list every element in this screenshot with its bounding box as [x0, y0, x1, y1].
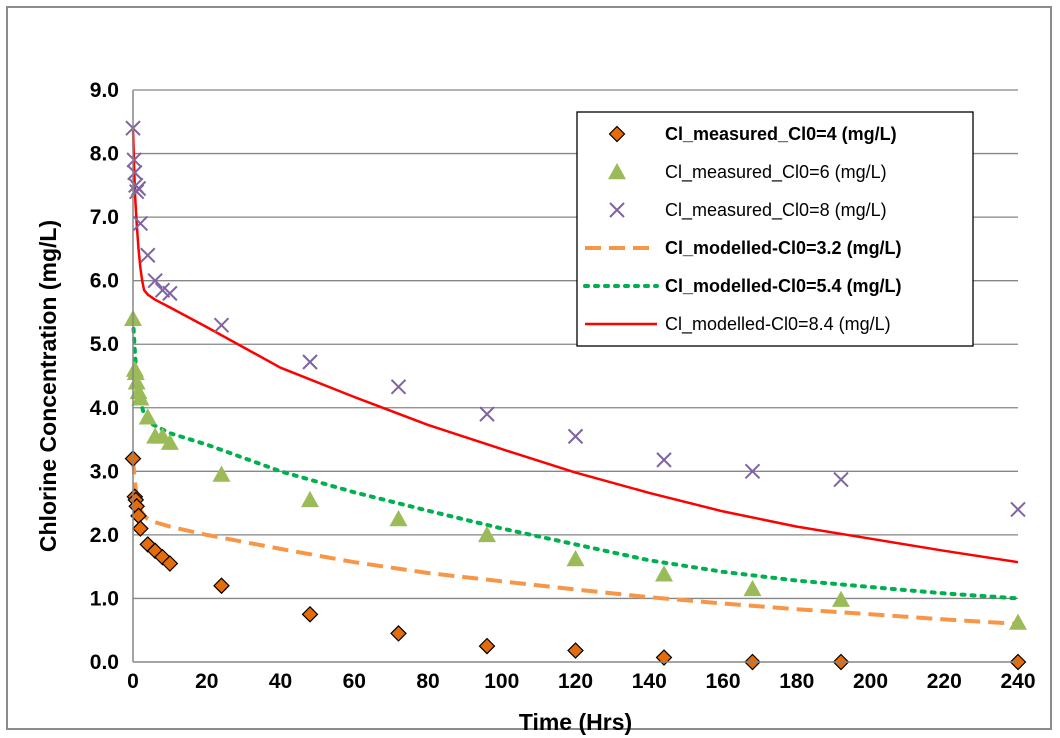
- x-marker-stroke: [609, 202, 625, 218]
- data-point-s1: [389, 510, 408, 527]
- data-point-s2: [656, 452, 672, 468]
- x-marker-stroke: [302, 354, 318, 370]
- y-tick-label: 7.0: [90, 206, 119, 229]
- x-marker-stroke: [130, 180, 147, 197]
- y-tick-label: 1.0: [90, 587, 119, 610]
- x-tick-label: 60: [343, 670, 366, 693]
- x-tick-label: 0: [127, 670, 139, 693]
- data-point-s1: [138, 408, 157, 425]
- y-tick-label: 8.0: [90, 143, 119, 166]
- data-point-s2: [127, 164, 143, 181]
- legend-swatch: [608, 163, 626, 180]
- data-point-s1: [127, 373, 146, 390]
- x-marker-stroke: [833, 471, 849, 488]
- data-point-s0: [213, 577, 230, 595]
- axes: [132, 90, 1018, 663]
- data-point-s1: [212, 465, 231, 482]
- data-point-s1: [126, 363, 145, 381]
- y-tick-label: 3.0: [90, 460, 119, 483]
- x-tick-label: 180: [779, 670, 814, 693]
- legend-label: Cl_measured_Cl0=4 (mg/L): [665, 124, 897, 144]
- y-tick-label: 2.0: [90, 524, 119, 547]
- data-point-s0: [390, 625, 407, 642]
- x-marker-stroke: [126, 152, 142, 168]
- x-tick-label: 140: [632, 670, 667, 693]
- y-axis-title: Chlorine Concentration (mg/L): [35, 220, 61, 552]
- x-marker-stroke: [132, 215, 149, 232]
- data-point-s0: [655, 649, 673, 666]
- data-point-s2: [567, 428, 584, 445]
- data-point-s2: [302, 354, 318, 370]
- x-tick-label: 160: [705, 670, 740, 693]
- data-point-s0: [301, 605, 319, 623]
- data-point-s1: [160, 433, 179, 450]
- x-marker-stroke: [154, 282, 171, 298]
- x-marker-stroke: [147, 272, 163, 289]
- x-marker-stroke: [213, 317, 230, 333]
- tick-labels: 0.0 1.0 2.0 3.0 4.0 5.0 6.0 7.0 8.0 9.0 0 20 40 60 80 1…: [90, 79, 1036, 693]
- x-marker-stroke: [390, 379, 407, 395]
- data-point-s2: [1010, 501, 1026, 518]
- data-point-s1: [566, 550, 585, 567]
- x-marker-stroke: [744, 463, 761, 480]
- legend-box: [576, 111, 974, 347]
- data-point-s2: [147, 272, 163, 289]
- legend-swatch: [608, 125, 626, 143]
- x-tick-label: 40: [269, 670, 292, 693]
- data-point-s2: [162, 285, 178, 302]
- x-marker-stroke: [567, 428, 584, 445]
- y-tick-label: 9.0: [90, 79, 119, 102]
- y-tick-label: 6.0: [90, 270, 119, 293]
- y-tick-label: 5.0: [90, 333, 119, 356]
- legend-label: Cl_modelled-Cl0=3.2 (mg/L): [665, 238, 902, 258]
- data-point-s0: [161, 555, 179, 572]
- x-axis-title: Time (Hrs): [519, 709, 632, 735]
- x-marker-stroke: [127, 164, 143, 181]
- data-point-s2: [130, 180, 147, 197]
- data-point-s1: [743, 579, 762, 597]
- legend-label: Cl_measured_Cl0=8 (mg/L): [665, 200, 887, 221]
- x-marker-stroke: [140, 247, 156, 263]
- y-tick-label: 4.0: [90, 397, 119, 420]
- x-tick-label: 20: [195, 670, 218, 693]
- data-point-s0: [478, 637, 496, 655]
- data-point-s2: [126, 152, 142, 168]
- x-tick-label: 200: [853, 670, 888, 693]
- x-tick-label: 120: [558, 670, 593, 693]
- data-point-s2: [140, 247, 156, 263]
- data-point-s1: [301, 490, 319, 508]
- x-marker-stroke: [162, 285, 178, 302]
- data-point-s1: [131, 389, 150, 406]
- data-point-s0: [132, 520, 149, 537]
- legend-swatch: [609, 202, 625, 218]
- data-point-s1: [655, 565, 673, 582]
- data-point-s2: [479, 406, 495, 422]
- x-tick-label: 80: [416, 670, 439, 693]
- y-tick-label: 0.0: [90, 651, 119, 674]
- data-point-s1: [478, 525, 496, 543]
- x-tick-label: 240: [1000, 670, 1035, 693]
- data-point-s2: [833, 471, 849, 488]
- data-point-s1: [1009, 613, 1027, 630]
- data-point-s0: [567, 642, 584, 659]
- x-tick-label: 220: [927, 670, 962, 693]
- legend-label: Cl_modelled-Cl0=5.4 (mg/L): [665, 276, 902, 296]
- data-point-s2: [390, 379, 407, 395]
- x-tick-label: 100: [484, 670, 519, 693]
- data-point-s2: [132, 215, 149, 232]
- data-point-s2: [744, 463, 761, 480]
- series-line-5: [131, 128, 1019, 564]
- x-marker-stroke: [1010, 501, 1026, 518]
- legend-label: Cl_measured_Cl0=6 (mg/L): [665, 162, 887, 183]
- legend: Cl_measured_Cl0=4 (mg/L) Cl_measured_Cl0=…: [576, 111, 974, 347]
- x-marker-stroke: [656, 452, 672, 468]
- series-line-4: [131, 316, 1020, 601]
- legend-label: Cl_modelled-Cl0=8.4 (mg/L): [665, 314, 891, 335]
- data-point-s1: [832, 590, 850, 607]
- x-marker-stroke: [479, 406, 495, 422]
- data-point-s2: [213, 317, 230, 333]
